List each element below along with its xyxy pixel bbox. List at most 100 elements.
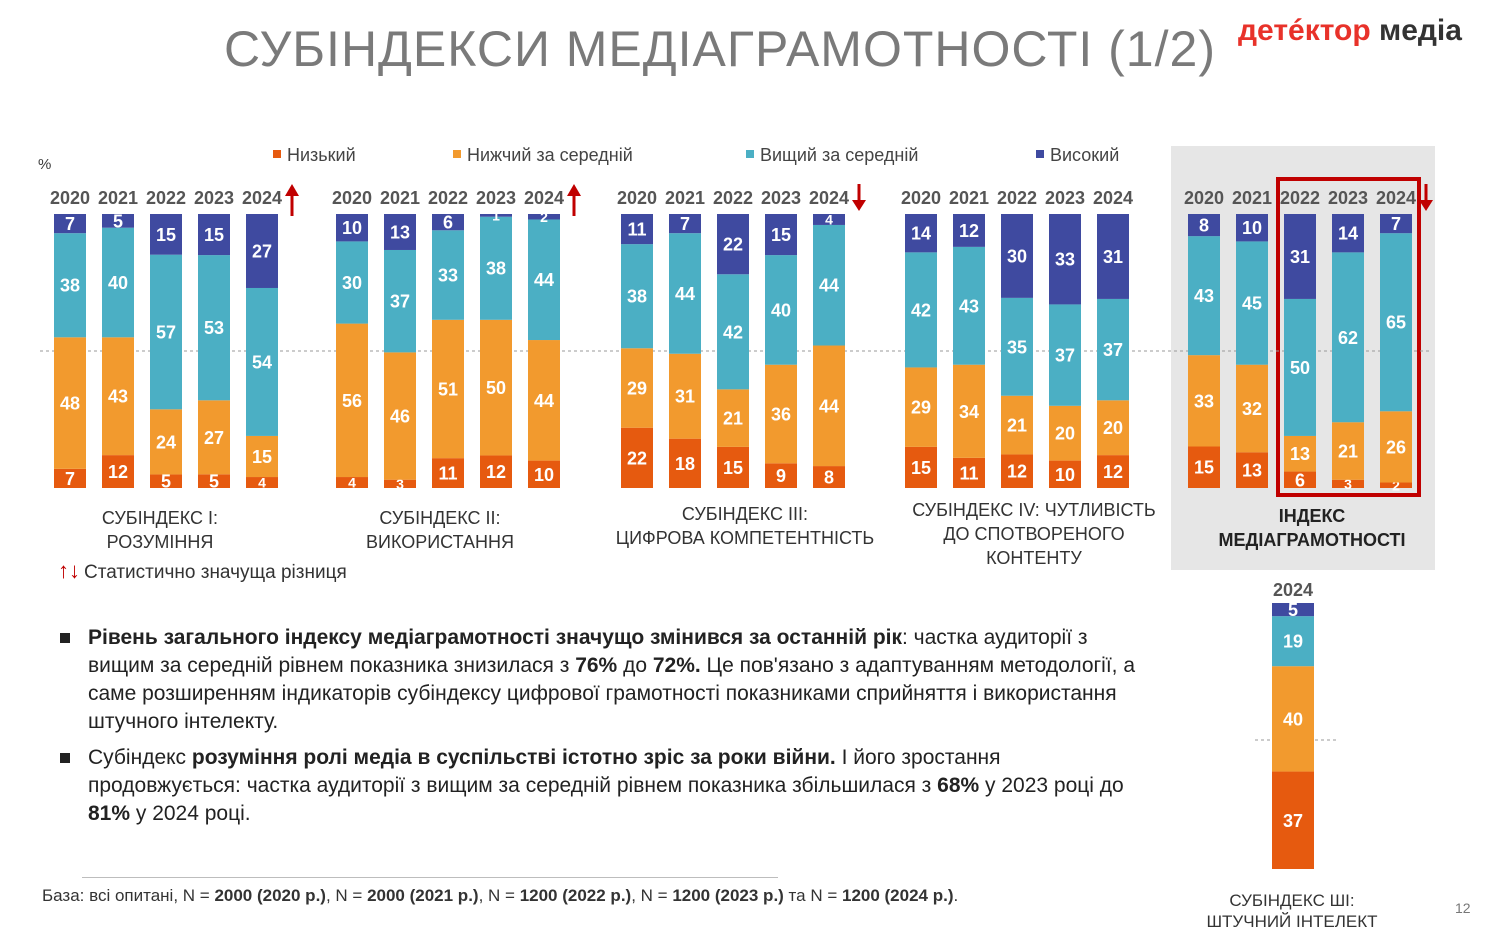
year-label: 2023 [1045,188,1085,208]
legend-label: Нижчий за середній [467,145,633,165]
data-label: 43 [959,296,979,316]
data-label: 30 [1007,246,1027,266]
bar-segment [1001,454,1033,488]
data-label: 31 [675,387,695,407]
bar-segment [765,255,797,365]
data-label: 15 [911,458,931,478]
year-label: 2022 [997,188,1037,208]
group-label-2: СУБІНДЕКС ІІ: ВИКОРИСТАННЯ [318,506,562,554]
bar-segment [1097,455,1129,488]
bar-segment [1236,364,1268,453]
bar-segment [432,230,464,320]
findings-list: Рівень загального індексу медіаграмотнос… [58,624,1158,836]
data-label: 40 [108,273,128,293]
bar-segment [1380,214,1412,234]
bar-segment [150,254,182,410]
body-text: : частка аудиторії з вищим за середній р… [88,626,1088,677]
data-label: 21 [1007,416,1027,436]
bar-segment [102,455,134,488]
body-text: , N = [325,886,368,905]
data-label: 20 [1103,418,1123,438]
footer-divider [82,877,778,878]
group-label-line: СУБІНДЕКС ІІ: [379,508,501,528]
data-label: 15 [771,225,791,245]
bar-segment [246,435,278,478]
data-label: 4 [825,212,833,228]
data-label: 43 [108,387,128,407]
bar-segment [1049,304,1081,406]
group-label-line: РОЗУМІННЯ [106,532,214,552]
group-label-4: СУБІНДЕКС IV: ЧУТЛИВІСТЬ ДО СПОТВОРЕНОГО… [896,498,1172,570]
data-label: 7 [65,214,75,234]
data-label: 4 [348,475,356,491]
bar-segment [528,219,560,341]
year-label: 2024 [524,188,564,208]
data-label: 11 [438,464,457,484]
data-label: 8 [824,468,834,488]
group-label-line: СУБІНДЕКС ШІ: [1229,891,1355,910]
bar-segment [717,389,749,447]
bar-segment [198,400,230,475]
data-label: 40 [771,300,791,320]
year-label: 2023 [476,188,516,208]
emphasis-text: розуміння ролі медіа в суспільстві істот… [191,746,836,769]
bar-segment [1332,479,1364,488]
group-label-line: СУБІНДЕКС IV: ЧУТЛИВІСТЬ [912,500,1156,520]
bar-segment [54,233,86,338]
data-label: 22 [627,448,647,468]
data-label: 7 [680,214,690,234]
year-label: 2022 [1280,188,1320,208]
year-label: 2023 [1328,188,1368,208]
bar-segment [432,214,464,231]
body-text: у 2023 році до [979,774,1124,797]
bar-segment [102,337,134,456]
data-label: 50 [1290,358,1310,378]
year-label: 2021 [949,188,989,208]
page-number: 12 [1455,900,1471,916]
bar-segment [1272,616,1314,667]
bar-segment [480,319,512,456]
data-label: 10 [1055,465,1075,485]
bar-segment [1380,411,1412,483]
group-label-line: ЦИФРОВА КОМПЕТЕНТНІСТЬ [615,528,875,548]
data-label: 29 [627,378,647,398]
significance-note-text: Статистично значуща різниця [84,562,347,583]
bar-segment [813,214,845,225]
legend-label: Високий [1050,145,1120,165]
year-label: 2022 [146,188,186,208]
year-label: 2024 [1093,188,1133,208]
bar-segment [1236,241,1268,365]
body-text: База: всі опитані, N = [42,886,215,905]
bar-segment [953,214,985,247]
data-label: 38 [627,287,647,307]
data-label: 38 [60,276,80,296]
group-label-line: СУБІНДЕКС ІІІ: [681,504,809,524]
data-label: 2 [540,209,548,225]
body-text: у 2024 році. [130,802,251,825]
group-label-line: ВИКОРИСТАННЯ [366,532,514,552]
data-label: 5 [209,472,219,492]
bar-segment [1188,214,1220,237]
legend-label: Низький [287,145,356,165]
bar-segment [669,438,701,488]
bar-segment [432,319,464,459]
year-label: 2020 [901,188,941,208]
bar-segment [905,252,937,368]
bar-segment [336,477,368,488]
year-label: 2022 [713,188,753,208]
bar-segment [1284,471,1316,488]
finding-item-1: Рівень загального індексу медіаграмотнос… [58,624,1158,736]
data-label: 6 [443,213,453,233]
bar-segment [336,323,368,478]
data-label: 21 [723,409,743,429]
bar-segment [246,477,278,488]
bar-segment [953,246,985,365]
bar-segment [1049,214,1081,305]
bar-segment [384,352,416,480]
data-label: 21 [1338,441,1358,461]
emphasis-text: 76% [575,654,618,677]
bar-segment [198,214,230,256]
year-label: 2020 [617,188,657,208]
bar-segment [1236,452,1268,488]
